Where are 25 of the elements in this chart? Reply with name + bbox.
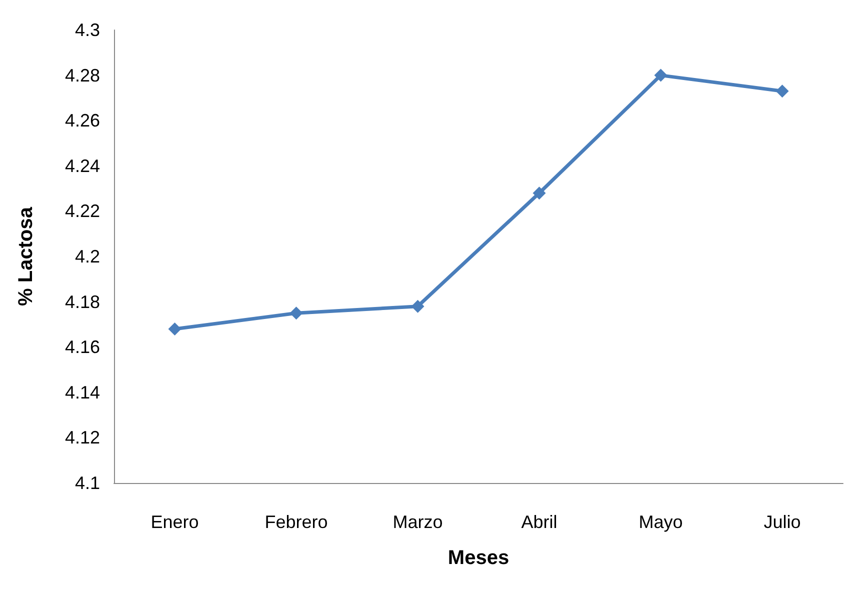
y-tick-label: 4.24 [64, 156, 100, 176]
y-axis-title: % Lactosa [15, 206, 37, 306]
y-tick-label: 4.3 [74, 20, 100, 40]
point [654, 68, 668, 82]
point [411, 300, 424, 313]
point [290, 306, 303, 320]
x-tick-label: Mayo [638, 512, 683, 532]
x-axis-title: Meses [448, 547, 510, 569]
x-tick-label: Enero [150, 512, 199, 532]
y-tick-label: 4.2 [74, 246, 100, 266]
point [776, 84, 789, 98]
y-tick-label: 4.22 [64, 201, 100, 222]
x-tick-label: Marzo [392, 512, 443, 532]
y-tick-label: 4.18 [64, 292, 100, 312]
y-tick-label: 4.12 [64, 428, 100, 448]
x-tick-label: Febrero [264, 512, 328, 532]
y-tick-label: 4.1 [74, 473, 100, 493]
x-tick-label: Abril [521, 512, 558, 532]
point [168, 322, 182, 336]
y-tick-label: 4.26 [64, 110, 100, 131]
y-tick-label: 4.28 [64, 65, 100, 86]
x-tick-label: Julio [764, 512, 801, 532]
y-tick-label: 4.16 [64, 337, 100, 358]
point [532, 186, 546, 200]
y-tick-label: 4.14 [64, 382, 100, 402]
